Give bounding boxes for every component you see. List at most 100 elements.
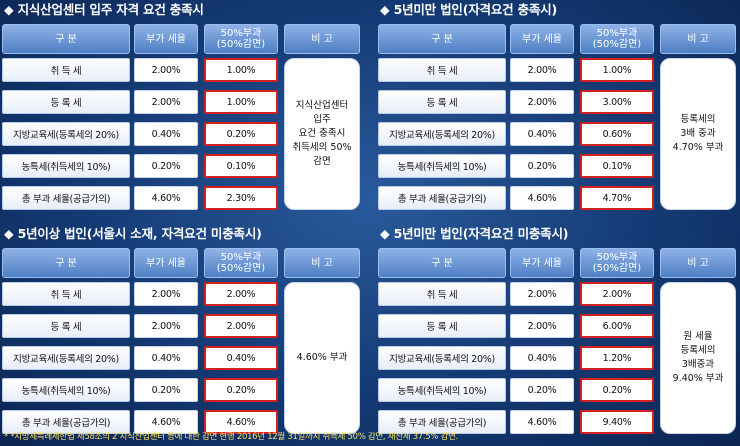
tax-rate-cell: 0.40% [134, 122, 198, 146]
tax-rate-cell: 0.40% [510, 122, 574, 146]
surcharge-cell: 0.20% [204, 122, 278, 146]
row-label: 취 득 세 [2, 282, 130, 306]
header-remark-text: 비 고 [687, 257, 709, 269]
header-remark: 비 고 [660, 24, 736, 54]
surcharge-cell: 0.10% [580, 154, 654, 178]
tax-rate-cell: 2.00% [134, 282, 198, 306]
surcharge-cell: 0.40% [204, 346, 278, 370]
row-label: 총 부과 세율(공급가의) [2, 410, 130, 434]
remark-text: 등록세의 3배 중과 4.70% 부과 [672, 114, 724, 153]
header-tax-rate: 부가 세율 [134, 24, 198, 54]
surcharge-cell: 0.10% [204, 154, 278, 178]
row-label: 등 록 세 [378, 314, 506, 338]
header-surcharge-text: 50%부과 (50%감면) [592, 252, 642, 274]
header-surcharge-text: 50%부과 (50%감면) [216, 28, 266, 50]
surcharge-cell: 4.70% [580, 186, 654, 210]
tax-panel: ◆ 5년미만 법인(자격요건 미충족시) 구 분 부가 세율 50%부과 (50%감면… [376, 224, 740, 434]
tax-rate-cell: 2.00% [510, 282, 574, 306]
remark-box: 4.60% 부과 [284, 282, 360, 434]
footnote: * *지방세특례제한법 제58조의 2 지식산업센터 등에 대한 감면 현행 2… [4, 432, 459, 442]
header-remark-text: 비 고 [311, 33, 333, 45]
header-remark-text: 비 고 [687, 33, 709, 45]
tax-rate-cell: 0.20% [510, 378, 574, 402]
header-tax-rate-text: 부가 세율 [146, 257, 186, 269]
row-label: 지방교육세(등록세의 20%) [378, 346, 506, 370]
surcharge-cell: 2.30% [204, 186, 278, 210]
row-label: 취 득 세 [378, 58, 506, 82]
tax-rate-cell: 2.00% [510, 58, 574, 82]
tax-rate-cell: 4.60% [134, 410, 198, 434]
header-surcharge-text: 50%부과 (50%감면) [216, 252, 266, 274]
surcharge-cell: 2.00% [204, 314, 278, 338]
row-label: 등 록 세 [2, 90, 130, 114]
header-tax-rate: 부가 세율 [510, 24, 574, 54]
row-label: 농특세(취득세의 10%) [378, 378, 506, 402]
header-category: 구 분 [378, 248, 506, 278]
row-label: 등 록 세 [2, 314, 130, 338]
tax-rate-cell: 0.40% [510, 346, 574, 370]
remark-box: 지식산업센터 입주 요건 충족시 취득세의 50% 감면 [284, 58, 360, 210]
tax-rate-cell: 0.40% [134, 346, 198, 370]
header-surcharge: 50%부과 (50%감면) [204, 24, 278, 54]
remark-box: 등록세의 3배 중과 4.70% 부과 [660, 58, 736, 210]
header-tax-rate-text: 부가 세율 [522, 257, 562, 269]
header-category: 구 분 [2, 248, 130, 278]
header-category: 구 분 [2, 24, 130, 54]
surcharge-cell: 3.00% [580, 90, 654, 114]
tax-rate-cell: 2.00% [510, 314, 574, 338]
header-category-text: 구 분 [431, 257, 453, 269]
header-surcharge: 50%부과 (50%감면) [580, 24, 654, 54]
tax-rate-cell: 4.60% [510, 410, 574, 434]
surcharge-cell: 1.00% [580, 58, 654, 82]
tax-rate-cell: 0.20% [134, 154, 198, 178]
header-category-text: 구 분 [431, 33, 453, 45]
tax-panel: ◆ 5년미만 법인(자격요건 충족시) 구 분 부가 세율 50%부과 (50%감면)… [376, 0, 740, 210]
row-label: 총 부과 세율(공급가의) [378, 410, 506, 434]
surcharge-cell: 1.20% [580, 346, 654, 370]
row-label: 등 록 세 [378, 90, 506, 114]
panel-title: ◆ 5년이상 법인(서울시 소재, 자격요건 미충족시) [4, 226, 262, 241]
header-surcharge: 50%부과 (50%감면) [580, 248, 654, 278]
surcharge-cell: 1.00% [204, 90, 278, 114]
row-label: 지방교육세(등록세의 20%) [378, 122, 506, 146]
row-label: 총 부과 세율(공급가의) [2, 186, 130, 210]
surcharge-cell: 0.20% [204, 378, 278, 402]
remark-text: 원 세율 등록세의 3배중과 9.40% 부과 [672, 331, 724, 384]
tax-panel: ◆ 5년이상 법인(서울시 소재, 자격요건 미충족시) 구 분 부가 세율 50%부… [0, 224, 364, 434]
header-surcharge-text: 50%부과 (50%감면) [592, 28, 642, 50]
remark-text: 지식산업센터 입주 요건 충족시 취득세의 50% 감면 [292, 100, 352, 167]
row-label: 농특세(취득세의 10%) [2, 154, 130, 178]
header-tax-rate: 부가 세율 [510, 248, 574, 278]
row-label: 취 득 세 [378, 282, 506, 306]
header-remark: 비 고 [284, 248, 360, 278]
surcharge-cell: 2.00% [580, 282, 654, 306]
tax-rate-cell: 2.00% [134, 314, 198, 338]
header-tax-rate-text: 부가 세율 [146, 33, 186, 45]
row-label: 농특세(취득세의 10%) [2, 378, 130, 402]
row-label: 지방교육세(등록세의 20%) [2, 346, 130, 370]
header-category-text: 구 분 [55, 257, 77, 269]
row-label: 지방교육세(등록세의 20%) [2, 122, 130, 146]
panel-title: ◆ 5년미만 법인(자격요건 충족시) [380, 2, 557, 17]
panel-title: ◆ 지식산업센터 입주 자격 요건 충족시 [4, 2, 204, 17]
header-remark: 비 고 [660, 248, 736, 278]
header-remark: 비 고 [284, 24, 360, 54]
header-tax-rate: 부가 세율 [134, 248, 198, 278]
surcharge-cell: 1.00% [204, 58, 278, 82]
header-remark-text: 비 고 [311, 257, 333, 269]
header-surcharge: 50%부과 (50%감면) [204, 248, 278, 278]
row-label: 농특세(취득세의 10%) [378, 154, 506, 178]
tax-rate-cell: 0.20% [134, 378, 198, 402]
tax-rate-cell: 0.20% [510, 154, 574, 178]
header-category-text: 구 분 [55, 33, 77, 45]
tax-rate-cell: 4.60% [510, 186, 574, 210]
tax-rate-cell: 2.00% [134, 58, 198, 82]
tax-rate-cell: 2.00% [134, 90, 198, 114]
surcharge-cell: 2.00% [204, 282, 278, 306]
header-category: 구 분 [378, 24, 506, 54]
surcharge-cell: 0.20% [580, 378, 654, 402]
remark-text: 4.60% 부과 [296, 352, 348, 363]
row-label: 취 득 세 [2, 58, 130, 82]
surcharge-cell: 4.60% [204, 410, 278, 434]
